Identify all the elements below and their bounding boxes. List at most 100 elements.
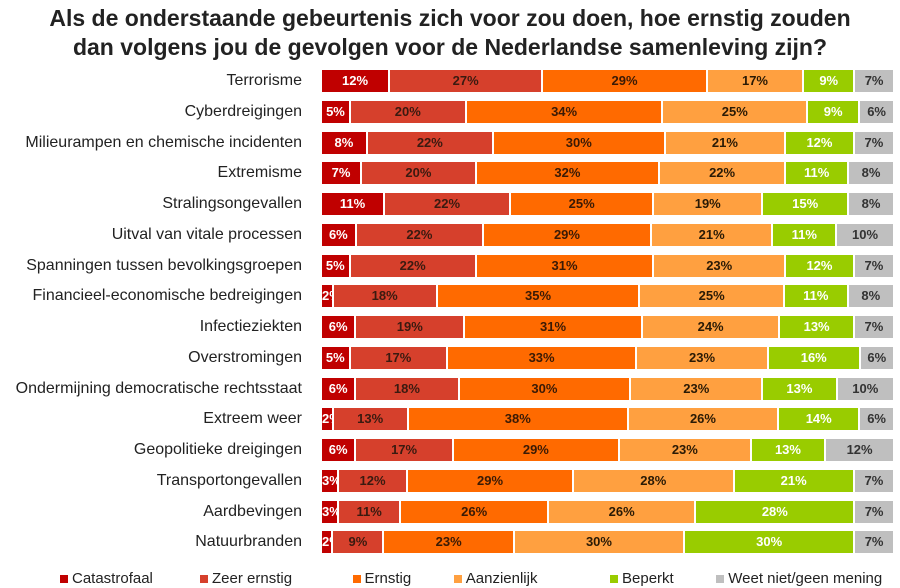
bar-segment: 29% [453, 439, 620, 461]
bar-segment: 19% [654, 193, 764, 215]
bar-segment: 5% [322, 100, 351, 123]
bar-row: Transportongevallen 3% 12% 29% 28% 21% 7% [0, 469, 900, 492]
bar-segment: 6% [860, 100, 895, 123]
bar-row: Spanningen tussen bevolkingsgroepen 5% 22%… [0, 254, 900, 277]
bar-segment: 12% [826, 439, 895, 461]
category-label: Extremisme [217, 164, 302, 182]
legend-label: Ernstig [364, 570, 412, 587]
bar-segment: 8% [322, 131, 368, 154]
bar-segment: 9% [333, 531, 385, 554]
bar-segment: 25% [663, 100, 809, 123]
stacked-bar: 7% 20% 32% 22% 11% 8% [322, 162, 895, 185]
legend-item: Ernstig [352, 570, 434, 587]
bar-segment: 27% [390, 70, 544, 92]
bar-row: Terrorisme 12% 27% 29% 17% 9% 7% [0, 70, 900, 92]
legend-item: Aanzienlijk [453, 570, 579, 587]
bar-segment: 10% [837, 223, 895, 246]
bar-segment: 29% [407, 469, 575, 492]
bar-segment: 30% [459, 377, 632, 400]
bar-row: Infectieziekten 6% 19% 31% 24% 13% 7% [0, 316, 900, 338]
bar-segment: 6% [860, 346, 895, 369]
bar-segment: 14% [779, 408, 861, 431]
bar-segment: 10% [837, 377, 895, 400]
bar-segment: 21% [651, 223, 774, 246]
bar-segment: 22% [350, 254, 477, 277]
legend: Catastrofaal Zeer ernstig Ernstig Aanzienli… [60, 570, 882, 587]
category-label: Extreem weer [203, 410, 302, 428]
bar-segment: 17% [350, 346, 449, 369]
category-label: Terrorisme [226, 72, 302, 89]
bar-segment: 38% [408, 408, 629, 431]
bar-segment: 22% [385, 193, 512, 215]
bar-segment: 12% [322, 70, 391, 92]
bar-segment: 13% [763, 377, 838, 400]
bar-segment: 2% [322, 285, 341, 308]
bar-segment: 18% [333, 285, 438, 308]
bar-segment: 8% [848, 285, 895, 308]
bar-segment: 17% [356, 439, 454, 461]
bar-row: Extreem weer 2% 13% 38% 26% 14% 6% [0, 408, 900, 431]
bar-segment: 34% [466, 100, 664, 123]
bar-segment: 22% [367, 131, 494, 154]
bar-segment: 16% [768, 346, 861, 369]
bar-segment: 6% [322, 223, 357, 246]
legend-swatch [60, 574, 68, 583]
stacked-bar: 2% 9% 23% 30% 30% 7% [322, 531, 895, 554]
bar-segment: 30% [514, 531, 686, 554]
bar-segment: 28% [696, 500, 856, 523]
stacked-bar: 6% 17% 29% 23% 13% 12% [322, 439, 895, 461]
bar-row: Aardbevingen 3% 11% 26% 26% 28% 7% [0, 500, 900, 523]
bar-segment: 22% [660, 162, 787, 185]
stacked-bar: 2% 13% 38% 26% 14% 6% [322, 408, 895, 431]
stacked-bar: 5% 22% 31% 23% 12% 7% [322, 254, 895, 277]
bar-row: Ondermijning democratische rechtsstaat 6%… [0, 377, 900, 400]
stacked-bar: 3% 11% 26% 26% 28% 7% [322, 500, 895, 523]
category-label: Spanningen tussen bevolkingsgroepen [26, 256, 302, 274]
category-label: Overstromingen [188, 348, 302, 366]
bar-segment: 13% [751, 439, 827, 461]
bar-segment: 23% [384, 531, 515, 554]
bar-segment: 3% [322, 500, 341, 523]
bar-segment: 6% [322, 316, 357, 338]
stacked-bar: 5% 20% 34% 25% 9% 6% [322, 100, 895, 123]
category-label: Natuurbranden [195, 533, 302, 551]
bar-segment: 7% [855, 531, 895, 554]
stacked-bar: 6% 18% 30% 23% 13% 10% [322, 377, 895, 400]
bar-segment: 2% [322, 531, 341, 554]
bar-segment: 7% [855, 70, 895, 92]
category-label: Stralingsongevallen [162, 195, 302, 212]
bar-segment: 23% [631, 377, 764, 400]
category-label: Transportongevallen [156, 471, 302, 489]
bar-segment: 23% [637, 346, 769, 369]
legend-label: Weet niet/geen mening [728, 570, 883, 587]
bar-segment: 13% [780, 316, 855, 338]
legend-item: Beperkt [610, 570, 695, 587]
bar-segment: 3% [322, 469, 341, 492]
legend-label: Zeer ernstig [212, 570, 293, 587]
stacked-bar: 6% 19% 31% 24% 13% 7% [322, 316, 895, 338]
bar-row: Natuurbranden 2% 9% 23% 30% 30% 7% [0, 531, 900, 554]
legend-item: Catastrofaal [60, 570, 172, 587]
bar-segment: 31% [465, 316, 643, 338]
bar-segment: 17% [707, 70, 805, 92]
bar-segment: 26% [401, 500, 549, 523]
bar-segment: 33% [448, 346, 638, 369]
stacked-bar: 12% 27% 29% 17% 9% 7% [322, 70, 895, 92]
bar-segment: 24% [642, 316, 781, 338]
category-label: Aardbevingen [203, 502, 302, 520]
bar-segment: 30% [493, 131, 666, 154]
bar-row: Stralingsongevallen 11% 22% 25% 19% 15% 8% [0, 193, 900, 215]
bar-segment: 7% [854, 316, 895, 338]
bar-segment: 7% [322, 162, 363, 185]
bar-segment: 31% [476, 254, 655, 277]
bar-segment: 21% [734, 469, 855, 492]
category-label: Milieurampen en chemische incidenten [25, 133, 302, 151]
chart-title: Als de onderstaande gebeurtenis zich voo… [0, 4, 900, 62]
legend-item: Zeer ernstig [200, 570, 322, 587]
bar-segment: 11% [786, 162, 850, 185]
bar-segment: 5% [322, 254, 351, 277]
bar-segment: 22% [356, 223, 485, 246]
title-line-1: Als de onderstaande gebeurtenis zich voo… [49, 5, 851, 31]
bar-segment: 7% [854, 131, 895, 154]
bar-segment: 28% [574, 469, 735, 492]
